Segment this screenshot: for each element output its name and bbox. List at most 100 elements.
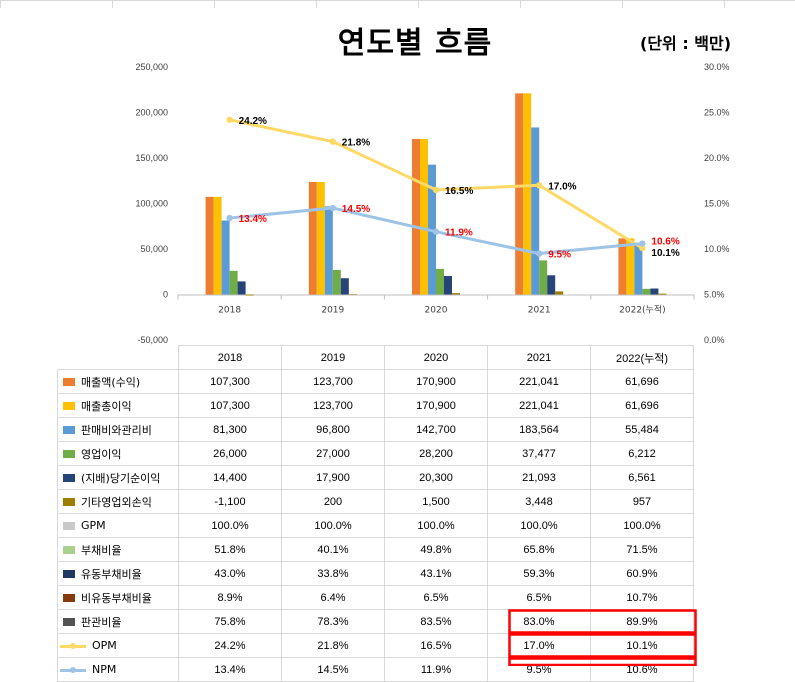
- data-label-OPM: 16.5%: [445, 186, 473, 197]
- bar-영업이익: [539, 260, 548, 295]
- data-table: 2018 2019 2020 2021 2022(누적) 매출액(수익) 107,300 1…: [57, 345, 694, 682]
- table-cell: 13.4%: [178, 657, 282, 682]
- table-corner: [57, 345, 179, 370]
- series-name: 매출액(수익): [81, 375, 141, 389]
- table-cell: 170,900: [384, 393, 488, 418]
- table-cell: 16.5%: [384, 633, 488, 658]
- series-name: OPM: [92, 639, 117, 652]
- spreadsheet-gridlines: [0, 0, 795, 8]
- table-cell: 957: [590, 489, 694, 514]
- bar-영업이익: [436, 268, 444, 295]
- bar-판매비와관리비: [531, 127, 540, 295]
- table-cell: 200: [281, 489, 385, 514]
- table-cell: 71.5%: [590, 537, 694, 562]
- table-row: OPM 24.2% 21.8% 16.5% 17.0% 10.1%: [57, 633, 694, 658]
- row-label: 부채비율: [57, 537, 179, 562]
- table-cell: 17,900: [281, 465, 385, 490]
- table-cell: 183,564: [487, 417, 591, 442]
- row-label: 매출액(수익): [57, 369, 179, 394]
- bar-판매비와관리비: [634, 244, 643, 295]
- row-label: 유동부채비율: [57, 561, 179, 586]
- table-cell: 107,300: [178, 393, 282, 418]
- table-cell: 170,900: [384, 369, 488, 394]
- table-cell: 14.5%: [281, 657, 385, 682]
- table-cell: 21.8%: [281, 633, 385, 658]
- x-tick-label: 2018: [218, 306, 241, 316]
- point-OPM: [226, 116, 233, 123]
- point-OPM: [639, 244, 646, 252]
- table-cell: 83.5%: [384, 609, 488, 634]
- table-cell: 51.8%: [178, 537, 282, 562]
- table-cell: 27,000: [281, 441, 385, 466]
- y-left-tick-label: 150,000: [135, 153, 168, 163]
- table-row: GPM 100.0% 100.0% 100.0% 100.0% 100.0%: [57, 513, 694, 538]
- table-cell: 8.9%: [178, 585, 282, 610]
- bar-매출총이익: [316, 181, 325, 295]
- table-row: 영업이익 26,000 27,000 28,200 37,477 6,212: [57, 441, 694, 466]
- table-cell: 89.9%: [590, 609, 694, 634]
- data-label-NPM: 9.5%: [548, 250, 571, 261]
- table-row: 유동부채비율 43.0% 33.8% 43.1% 59.3% 60.9%: [57, 561, 694, 586]
- bar-매출총이익: [420, 138, 428, 295]
- data-label-NPM: 14.5%: [342, 204, 370, 215]
- table-column-header: 2019: [281, 345, 385, 370]
- table-row: 매출액(수익) 107,300 123,700 170,900 221,041 61,69…: [57, 369, 694, 394]
- legend-swatch: [63, 569, 75, 578]
- data-label-NPM: 11.9%: [445, 228, 473, 239]
- chart-title: 연도별 흐름: [337, 26, 493, 61]
- bar-기타영업외손익: [348, 294, 357, 295]
- legend-swatch: [63, 545, 75, 554]
- bar-매출총이익: [213, 196, 222, 295]
- table-cell: 40.1%: [281, 537, 385, 562]
- legend-swatch: [63, 449, 75, 458]
- legend-swatch: [63, 617, 75, 626]
- table-cell: 100.0%: [590, 513, 694, 538]
- point-NPM: [536, 250, 543, 257]
- legend-swatch: [63, 593, 75, 602]
- bar-영업이익: [229, 270, 238, 295]
- table-cell: 123,700: [281, 393, 385, 418]
- table-cell: 6.4%: [281, 585, 385, 610]
- table-cell: 61,696: [590, 369, 694, 394]
- bar-(지배)당기순이익: [237, 281, 246, 295]
- row-label: NPM: [57, 657, 179, 682]
- table-row: (지배)당기순이익 14,400 17,900 20,300 21,093 6,561: [57, 465, 694, 490]
- table-cell: 24.2%: [178, 633, 282, 658]
- table-cell: 59.3%: [487, 561, 591, 586]
- table-cell: 28,200: [384, 441, 488, 466]
- bar-매출총이익: [523, 93, 532, 295]
- table-cell: 6.5%: [487, 585, 591, 610]
- series-name: 매출총이익: [81, 399, 132, 413]
- table-cell: 221,041: [487, 393, 591, 418]
- table-row: 기타영업외손익 -1,100 200 1,500 3,448 957: [57, 489, 694, 514]
- table-column-header: 2018: [178, 345, 282, 370]
- table-cell: 9.5%: [487, 657, 591, 682]
- point-OPM: [536, 182, 543, 189]
- bar-(지배)당기순이익: [340, 278, 349, 295]
- legend-swatch: [63, 401, 75, 410]
- x-tick-label: 2019: [321, 306, 344, 316]
- y-left-tick-label: 50,000: [140, 244, 168, 254]
- legend-swatch: [63, 521, 75, 530]
- row-label: OPM: [57, 633, 179, 658]
- legend-swatch: [63, 497, 75, 506]
- table-cell: 3,448: [487, 489, 591, 514]
- y-left-tick-label: 200,000: [135, 108, 168, 118]
- table-cell: 6,561: [590, 465, 694, 490]
- point-NPM: [432, 228, 440, 235]
- table-cell: 6,212: [590, 441, 694, 466]
- table-cell: 55,484: [590, 417, 694, 442]
- table-row: 매출총이익 107,300 123,700 170,900 221,041 61,696: [57, 393, 694, 418]
- series-name: 판관비율: [81, 615, 122, 629]
- point-NPM: [329, 204, 336, 212]
- y-left-tick-label: -50,000: [137, 335, 168, 345]
- series-name: 유동부채비율: [81, 567, 142, 581]
- bar-기타영업외손익: [452, 293, 460, 295]
- table-cell: 100.0%: [384, 513, 488, 538]
- legend-swatch: [63, 473, 75, 482]
- row-label: GPM: [57, 513, 179, 538]
- unit-label: (단위 : 백만): [640, 34, 732, 53]
- bar-매출액(수익): [205, 196, 214, 295]
- row-label: (지배)당기순이익: [57, 465, 179, 490]
- series-name: GPM: [81, 519, 106, 532]
